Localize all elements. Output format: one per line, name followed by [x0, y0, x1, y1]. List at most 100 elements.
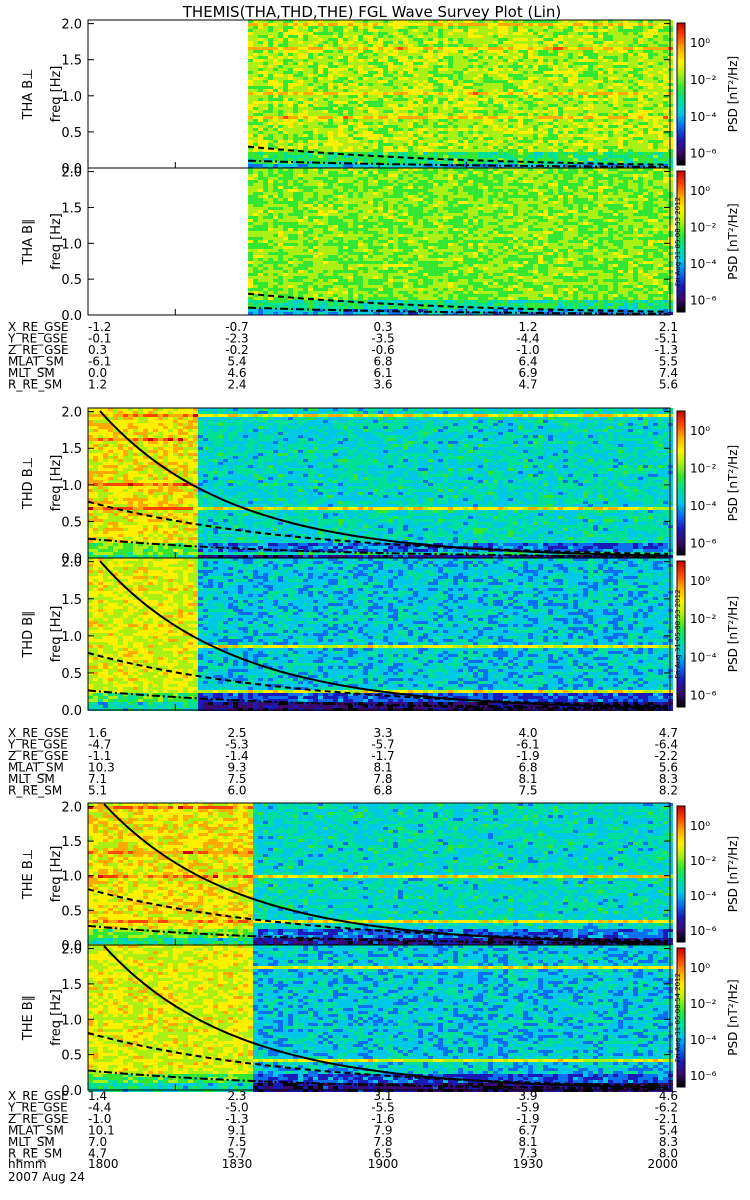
y-tick-label: 0.0: [61, 704, 82, 719]
orbit-label: Z_RE_GSE: [8, 343, 69, 357]
y-tick-label: 1.0: [61, 1013, 82, 1028]
orbit-value: 2.1: [659, 320, 678, 334]
orbit-value: 1.6: [88, 726, 107, 740]
colorbar-tick-label: 10⁰: [690, 961, 710, 975]
orbit-value: -1.6: [371, 1112, 394, 1126]
orbit-value: -5.7: [371, 738, 394, 752]
y-tick-label: 0.0: [61, 309, 82, 324]
colorbar-tick-label: 10⁻⁴: [690, 499, 717, 513]
orbit-label: MLAT_SM: [8, 355, 64, 369]
orbit-value: -4.4: [88, 1101, 111, 1115]
y-tick-label: 1.5: [61, 201, 82, 216]
orbit-value: -1.4: [225, 749, 248, 763]
orbit-value: -6.2: [655, 1101, 678, 1115]
spectrogram-thd-par: [88, 558, 673, 711]
orbit-label: MLT_SM: [8, 772, 55, 786]
colorbar: [676, 410, 686, 556]
orbit-value: 8.2: [659, 784, 678, 798]
y-tick-label: 0.5: [61, 126, 82, 141]
model-curve: [87, 689, 668, 710]
colorbar: [676, 805, 686, 943]
orbit-value: -1.0: [88, 1112, 111, 1126]
orbit-value: 0.3: [88, 343, 107, 357]
colorbar-tick-label: 10⁻⁶: [690, 147, 717, 161]
orbit-value: 5.6: [659, 378, 678, 392]
y-tick-label: 2.0: [61, 556, 82, 571]
orbit-value: 0.0: [88, 366, 107, 380]
orbit-value: 0.3: [373, 320, 392, 334]
model-curve: [87, 651, 669, 707]
orbit-value: -6.1: [516, 738, 539, 752]
y-tick-label: 1.0: [61, 630, 82, 645]
orbit-value: 9.1: [227, 1124, 246, 1138]
orbit-value: 7.3: [518, 1147, 537, 1161]
orbit-value: 6.1: [373, 366, 392, 380]
colorbar-tick-label: 10⁻⁴: [690, 889, 717, 903]
orbit-value: -1.1: [88, 749, 111, 763]
orbit-label: Z_RE_GSE: [8, 749, 69, 763]
colorbar-tick-label: 10⁻⁴: [690, 257, 717, 271]
orbit-value: 8.1: [518, 772, 537, 786]
colorbar-label: PSD [nT²/Hz]: [726, 836, 740, 912]
orbit-value: -0.6: [371, 343, 394, 357]
orbit-value: -0.2: [225, 343, 248, 357]
orbit-value: 5.6: [659, 761, 678, 775]
y-axis-label: freq [Hz]: [49, 606, 64, 663]
colorbar: [676, 947, 686, 1088]
spectrogram-the-par: [88, 945, 673, 1092]
y-tick-label: 2.0: [61, 18, 82, 33]
panel-probe-label: THA B⊥: [21, 69, 36, 121]
orbit-value: 6.9: [518, 366, 537, 380]
spectrogram-tha-perp: [248, 20, 674, 170]
orbit-value: -1.9: [516, 1112, 539, 1126]
model-curve: [99, 560, 669, 709]
orbit-value: 10.3: [88, 761, 115, 775]
orbit-value: 4.7: [88, 1147, 107, 1161]
print-timestamp: Fri Aug 31 05:08:54 2012: [674, 973, 682, 1062]
colorbar-label: PSD [nT²/Hz]: [726, 979, 740, 1055]
spectrogram-tha-par: [248, 168, 674, 315]
y-tick-label: 2.0: [61, 166, 82, 181]
model-curve: [87, 1069, 668, 1090]
colorbar: [676, 560, 686, 708]
model-curve: [87, 537, 668, 558]
orbit-value: 6.5: [373, 1147, 392, 1161]
orbit-value: 4.0: [518, 726, 537, 740]
model-curve: [103, 945, 669, 1089]
spectrogram-the-perp: [88, 803, 673, 947]
colorbar-label: PSD [nT²/Hz]: [726, 56, 740, 132]
colorbar-tick-label: 10⁻⁶: [690, 1069, 717, 1083]
overlay-layer: [87, 19, 686, 1091]
time-row-label: hhmm: [8, 1157, 47, 1171]
colorbar-tick-label: 10⁻²: [690, 221, 717, 235]
orbit-value: 7.9: [373, 1124, 392, 1138]
date-label: 2007 Aug 24: [8, 1170, 85, 1184]
y-tick-label: 1.0: [61, 479, 82, 494]
text-layer: 0.0 0.5 1.0 1.5 2.0 THA B⊥ freq [Hz] 10⁰ 10⁻² 10⁻…: [7, 18, 740, 1184]
colorbar-tick-label: 10⁻²: [690, 73, 717, 87]
model-curve: [248, 292, 668, 313]
colorbar-label: PSD [nT²/Hz]: [726, 203, 740, 279]
x-tick-label: 1830: [222, 1157, 253, 1171]
orbit-value: 3.6: [373, 378, 392, 392]
orbit-value: 8.3: [659, 772, 678, 786]
model-curve: [99, 410, 669, 557]
y-tick-label: 1.5: [61, 593, 82, 608]
colorbar-tick-label: 10⁰: [690, 574, 710, 588]
panel-probe-label: THD B⊥: [21, 457, 36, 510]
orbit-value: 3.9: [518, 1089, 537, 1103]
orbit-label: R_RE_SM: [8, 378, 62, 392]
orbit-label: R_RE_SM: [8, 784, 62, 798]
orbit-value: 6.8: [518, 761, 537, 775]
y-tick-label: 1.5: [61, 54, 82, 69]
colorbar-tick-label: 10⁻²: [690, 997, 717, 1011]
model-curve: [87, 888, 669, 942]
y-tick-label: 1.0: [61, 90, 82, 105]
model-curve: [248, 145, 668, 166]
x-tick-label: 1800: [88, 1157, 119, 1171]
orbit-value: 5.7: [227, 1147, 246, 1161]
orbit-value: 4.7: [518, 378, 537, 392]
orbit-value: -1.0: [516, 343, 539, 357]
colorbar-tick-label: 10⁻⁴: [690, 110, 717, 124]
y-tick-label: 0.0: [61, 162, 82, 177]
